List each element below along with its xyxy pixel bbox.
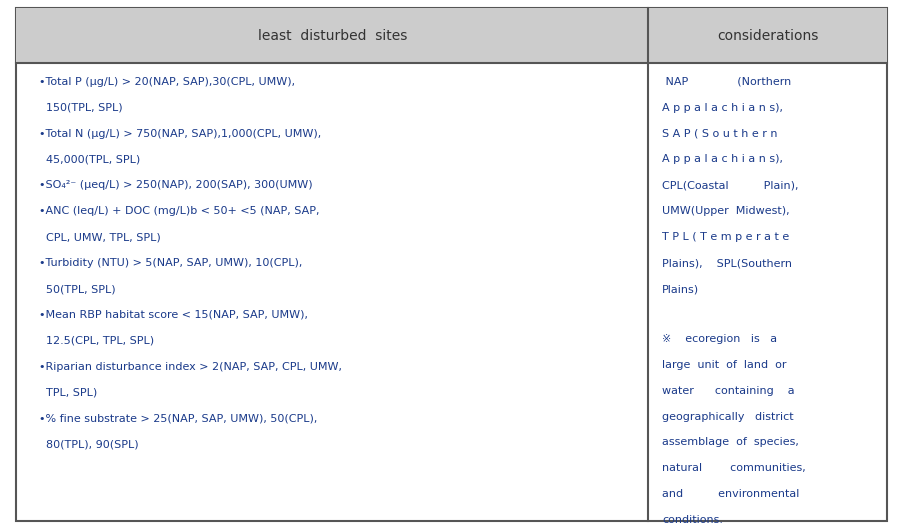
- Text: A p p a l a c h i a n s),: A p p a l a c h i a n s),: [661, 154, 782, 165]
- Text: •SO₄²⁻ (μeq/L) > 250(NAP), 200(SAP), 300(UMW): •SO₄²⁻ (μeq/L) > 250(NAP), 200(SAP), 300…: [39, 180, 312, 190]
- Text: CPL(Coastal          Plain),: CPL(Coastal Plain),: [661, 180, 797, 190]
- Text: •ANC (leq/L) + DOC (mg/L)b < 50+ <5 (NAP, SAP,: •ANC (leq/L) + DOC (mg/L)b < 50+ <5 (NAP…: [39, 206, 319, 216]
- Text: •% fine substrate > 25(NAP, SAP, UMW), 50(CPL),: •% fine substrate > 25(NAP, SAP, UMW), 5…: [39, 414, 317, 424]
- Text: TPL, SPL): TPL, SPL): [39, 388, 97, 398]
- Text: Plains),    SPL(Southern: Plains), SPL(Southern: [661, 258, 791, 268]
- Text: 150(TPL, SPL): 150(TPL, SPL): [39, 103, 123, 113]
- Text: 45,000(TPL, SPL): 45,000(TPL, SPL): [39, 154, 140, 165]
- Text: NAP              (Northern: NAP (Northern: [661, 77, 790, 87]
- Text: considerations: considerations: [716, 29, 817, 43]
- Text: •Riparian disturbance index > 2(NAP, SAP, CPL, UMW,: •Riparian disturbance index > 2(NAP, SAP…: [39, 362, 342, 372]
- Text: UMW(Upper  Midwest),: UMW(Upper Midwest),: [661, 206, 788, 216]
- Text: least  disturbed  sites: least disturbed sites: [257, 29, 407, 43]
- Text: •Total P (μg/L) > 20(NAP, SAP),30(CPL, UMW),: •Total P (μg/L) > 20(NAP, SAP),30(CPL, U…: [39, 77, 295, 87]
- Text: large  unit  of  land  or: large unit of land or: [661, 360, 786, 370]
- Text: 50(TPL, SPL): 50(TPL, SPL): [39, 284, 115, 294]
- Text: •Turbidity (NTU) > 5(NAP, SAP, UMW), 10(CPL),: •Turbidity (NTU) > 5(NAP, SAP, UMW), 10(…: [39, 258, 302, 268]
- Text: •Mean RBP habitat score < 15(NAP, SAP, UMW),: •Mean RBP habitat score < 15(NAP, SAP, U…: [39, 310, 308, 320]
- Text: A p p a l a c h i a n s),: A p p a l a c h i a n s),: [661, 103, 782, 113]
- Text: 80(TPL), 90(SPL): 80(TPL), 90(SPL): [39, 440, 138, 450]
- Text: Plains): Plains): [661, 284, 698, 294]
- Text: and          environmental: and environmental: [661, 489, 798, 499]
- Text: •Total N (μg/L) > 750(NAP, SAP),1,000(CPL, UMW),: •Total N (μg/L) > 750(NAP, SAP),1,000(CP…: [39, 129, 321, 139]
- Text: water      containing    a: water containing a: [661, 386, 794, 396]
- Text: natural        communities,: natural communities,: [661, 463, 805, 473]
- Text: 12.5(CPL, TPL, SPL): 12.5(CPL, TPL, SPL): [39, 336, 153, 346]
- Bar: [16, 8, 886, 63]
- Text: T P L ( T e m p e r a t e: T P L ( T e m p e r a t e: [661, 232, 788, 242]
- Text: CPL, UMW, TPL, SPL): CPL, UMW, TPL, SPL): [39, 232, 161, 242]
- Text: assemblage  of  species,: assemblage of species,: [661, 437, 798, 448]
- Text: geographically   district: geographically district: [661, 412, 793, 422]
- Text: conditions.: conditions.: [661, 515, 723, 525]
- Text: S A P ( S o u t h e r n: S A P ( S o u t h e r n: [661, 129, 777, 139]
- Text: ※    ecoregion   is   a: ※ ecoregion is a: [661, 334, 776, 344]
